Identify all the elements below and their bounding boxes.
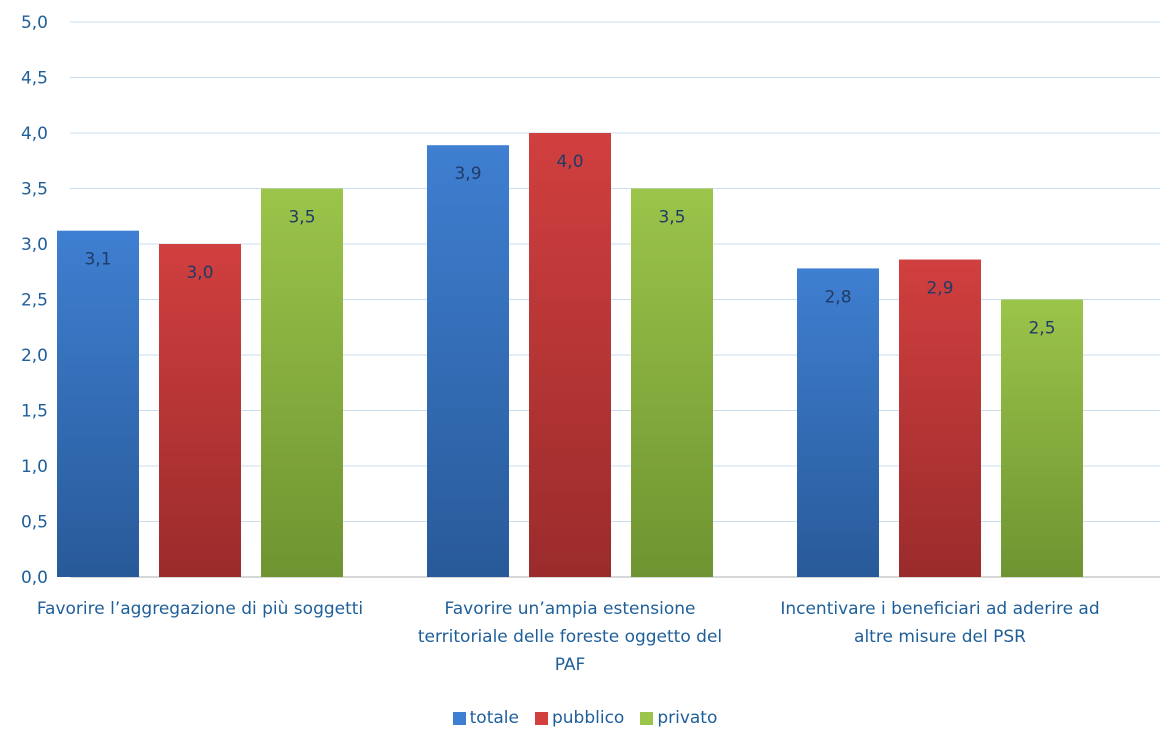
bar-totale bbox=[427, 145, 509, 577]
bars bbox=[57, 133, 1083, 577]
legend-label-pubblico: pubblico bbox=[551, 708, 625, 728]
data-label-privato: 2,5 bbox=[1028, 319, 1055, 339]
legend-item-totale: totale bbox=[452, 708, 519, 728]
y-tick-label: 3,0 bbox=[21, 235, 48, 255]
bar-privato bbox=[261, 188, 343, 577]
data-label-privato: 3,5 bbox=[658, 208, 685, 228]
legend: totale pubblico privato bbox=[0, 708, 1170, 728]
x-tick-label: territoriale delle foreste oggetto del bbox=[418, 627, 722, 647]
legend-item-pubblico: pubblico bbox=[534, 708, 625, 728]
y-tick-label: 4,5 bbox=[21, 69, 48, 89]
bar-totale bbox=[57, 230, 139, 577]
data-label-pubblico: 4,0 bbox=[556, 152, 583, 172]
x-tick-label: Incentivare i beneficiari ad aderire ad bbox=[780, 599, 1099, 619]
data-label-totale: 3,9 bbox=[454, 164, 481, 184]
legend-swatch-pubblico bbox=[534, 711, 548, 725]
bar-privato bbox=[1001, 299, 1083, 577]
y-tick-label: 1,0 bbox=[21, 457, 48, 477]
bar-chart: 0,0 0,5 1,0 1,5 2,0 2,5 3,0 3,5 4,0 4,5 5,0 3,1 3,0… bbox=[21, 13, 1160, 675]
data-labels: 3,1 3,0 3,5 3,9 4,0 3,5 2,8 2,9 2,5 bbox=[84, 152, 1055, 339]
legend-swatch-totale bbox=[452, 711, 466, 725]
bar-privato bbox=[631, 188, 713, 577]
x-tick-label: Favorire un’ampia estensione bbox=[445, 599, 696, 619]
data-label-pubblico: 3,0 bbox=[186, 263, 213, 283]
grid-lines bbox=[70, 21, 1160, 578]
y-axis-tick-labels: 0,0 0,5 1,0 1,5 2,0 2,5 3,0 3,5 4,0 4,5 5,0 bbox=[21, 13, 48, 588]
x-axis-category-labels: Favorire l’aggregazione di più soggetti F… bbox=[37, 599, 1100, 675]
y-tick-label: 0,0 bbox=[21, 568, 48, 588]
data-label-totale: 3,1 bbox=[84, 250, 111, 270]
y-tick-label: 2,5 bbox=[21, 291, 48, 311]
legend-swatch-privato bbox=[640, 711, 654, 725]
y-tick-label: 0,5 bbox=[21, 513, 48, 533]
data-label-totale: 2,8 bbox=[824, 287, 851, 307]
data-label-pubblico: 2,9 bbox=[926, 279, 953, 299]
data-label-privato: 3,5 bbox=[288, 208, 315, 228]
y-tick-label: 2,0 bbox=[21, 346, 48, 366]
bar-pubblico bbox=[899, 259, 981, 577]
legend-item-privato: privato bbox=[640, 708, 717, 728]
bar-totale bbox=[797, 268, 879, 577]
y-tick-label: 1,5 bbox=[21, 402, 48, 422]
x-tick-label: Favorire l’aggregazione di più soggetti bbox=[37, 599, 363, 619]
y-tick-label: 5,0 bbox=[21, 13, 48, 33]
legend-label-privato: privato bbox=[657, 708, 718, 728]
y-tick-label: 4,0 bbox=[21, 124, 48, 144]
bar-pubblico bbox=[159, 244, 241, 577]
y-tick-label: 3,5 bbox=[21, 180, 48, 200]
bar-pubblico bbox=[529, 133, 611, 577]
x-tick-label: PAF bbox=[555, 655, 586, 675]
x-tick-label: altre misure del PSR bbox=[854, 627, 1026, 647]
legend-label-totale: totale bbox=[469, 708, 519, 728]
